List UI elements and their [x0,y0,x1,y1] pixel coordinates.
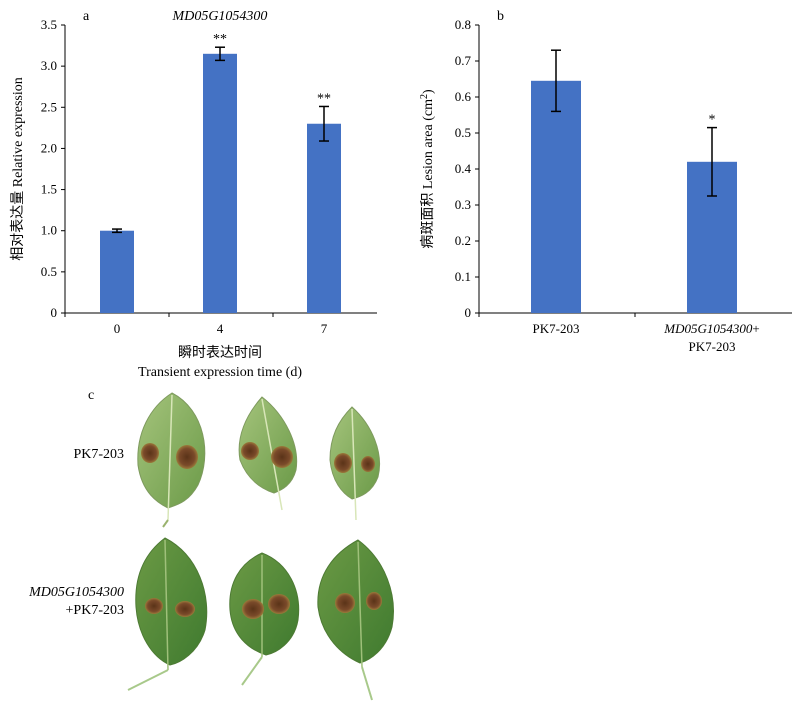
y-tick-label: 0.2 [455,233,471,248]
leaf-row-2 [127,537,394,701]
leaf-1-3 [329,406,381,521]
chart-a-y-label: 相对表达量 Relative expression [10,77,26,261]
chart-a-x-label-cn: 瞬时表达时间 [178,345,262,361]
row-label-treatment-text: +PK7-203 [65,603,124,618]
x-tick-label-line2: PK7-203 [689,339,736,354]
y-tick-label: 2.5 [41,99,57,114]
leaf-row-1 [137,392,381,528]
panel-letter-a: a [83,9,90,24]
leaf-1-2 [238,396,298,511]
y-tick-label: 0.1 [455,269,471,284]
bar [203,53,237,314]
y-tick-label: 3.5 [41,17,57,32]
leaf-2-1 [127,537,208,691]
chart-a-x-label-en: Transient expression time (d) [138,365,302,380]
x-tick-label: 0 [114,321,121,336]
x-tick-label: 7 [321,321,328,336]
y-tick-label: 0 [465,305,472,320]
y-tick-label: 0.5 [41,264,57,279]
x-tick-label-gene: MD05G1054300 [663,321,753,336]
bar [100,230,134,313]
chart-b-bars: * [531,49,737,313]
leaf-photos [127,392,394,701]
chart-b-x-ticks: PK7-203 MD05G1054300+ PK7-203 [478,313,760,354]
row-label-control: PK7-203 [73,446,124,464]
y-tick-label: 0.6 [455,89,472,104]
chart-a-x-ticks: 0 4 7 [64,313,328,336]
row-label-treatment-gene: MD05G1054300 [29,585,124,600]
y-tick-label: 0 [51,305,58,320]
panel-letter-c: c [88,388,95,403]
x-tick-label-part: PK7-203 [533,321,580,336]
bar [307,123,341,313]
chart-b: b 0 0.1 0.2 0.3 0.4 0.5 0.6 0.7 0.8 * PK7-203 MD0… [419,9,792,354]
x-tick-label: 4 [217,321,224,336]
bar [531,80,581,313]
y-tick-label: 3.0 [41,58,57,73]
y-tick-label: 0.5 [455,125,471,140]
chart-a: a MD05G1054300 0 0.5 1.0 1.5 2.0 2.5 3.0 3.5 **… [10,9,377,380]
significance-label: ** [317,91,331,106]
leaf-photo-panel: c PK7-203 MD05G1054300 +PK7-203 [0,385,800,716]
y-tick-label: 0.7 [455,53,472,68]
panel-letter-b: b [497,9,504,24]
y-tick-label: 0.8 [455,17,471,32]
y-tick-label: 0.3 [455,197,471,212]
leaf-1-1 [137,392,206,528]
row-label-control-text: PK7-203 [73,447,124,462]
significance-label: ** [213,32,227,47]
leaf-2-3 [317,539,394,701]
chart-a-y-ticks: 0 0.5 1.0 1.5 2.0 2.5 3.0 3.5 [41,17,65,320]
chart-a-title: MD05G1054300 [172,9,268,24]
chart-b-y-ticks: 0 0.1 0.2 0.3 0.4 0.5 0.6 0.7 0.8 [455,17,479,320]
y-tick-label: 1.0 [41,223,57,238]
chart-b-y-label: 病斑面积 Lesion area (cm2) [419,89,436,249]
leaf-2-2 [229,552,300,686]
y-tick-label: 1.5 [41,182,57,197]
chart-a-bars: ** ** [100,32,341,314]
x-tick-label: PK7-203 [533,321,580,336]
y-tick-label: 0.4 [455,161,472,176]
row-label-treatment: MD05G1054300 +PK7-203 [29,584,124,620]
significance-label: * [709,113,716,128]
x-tick-label: MD05G1054300+ [663,321,759,336]
x-tick-label-part: + [752,321,759,336]
y-tick-label: 2.0 [41,140,57,155]
